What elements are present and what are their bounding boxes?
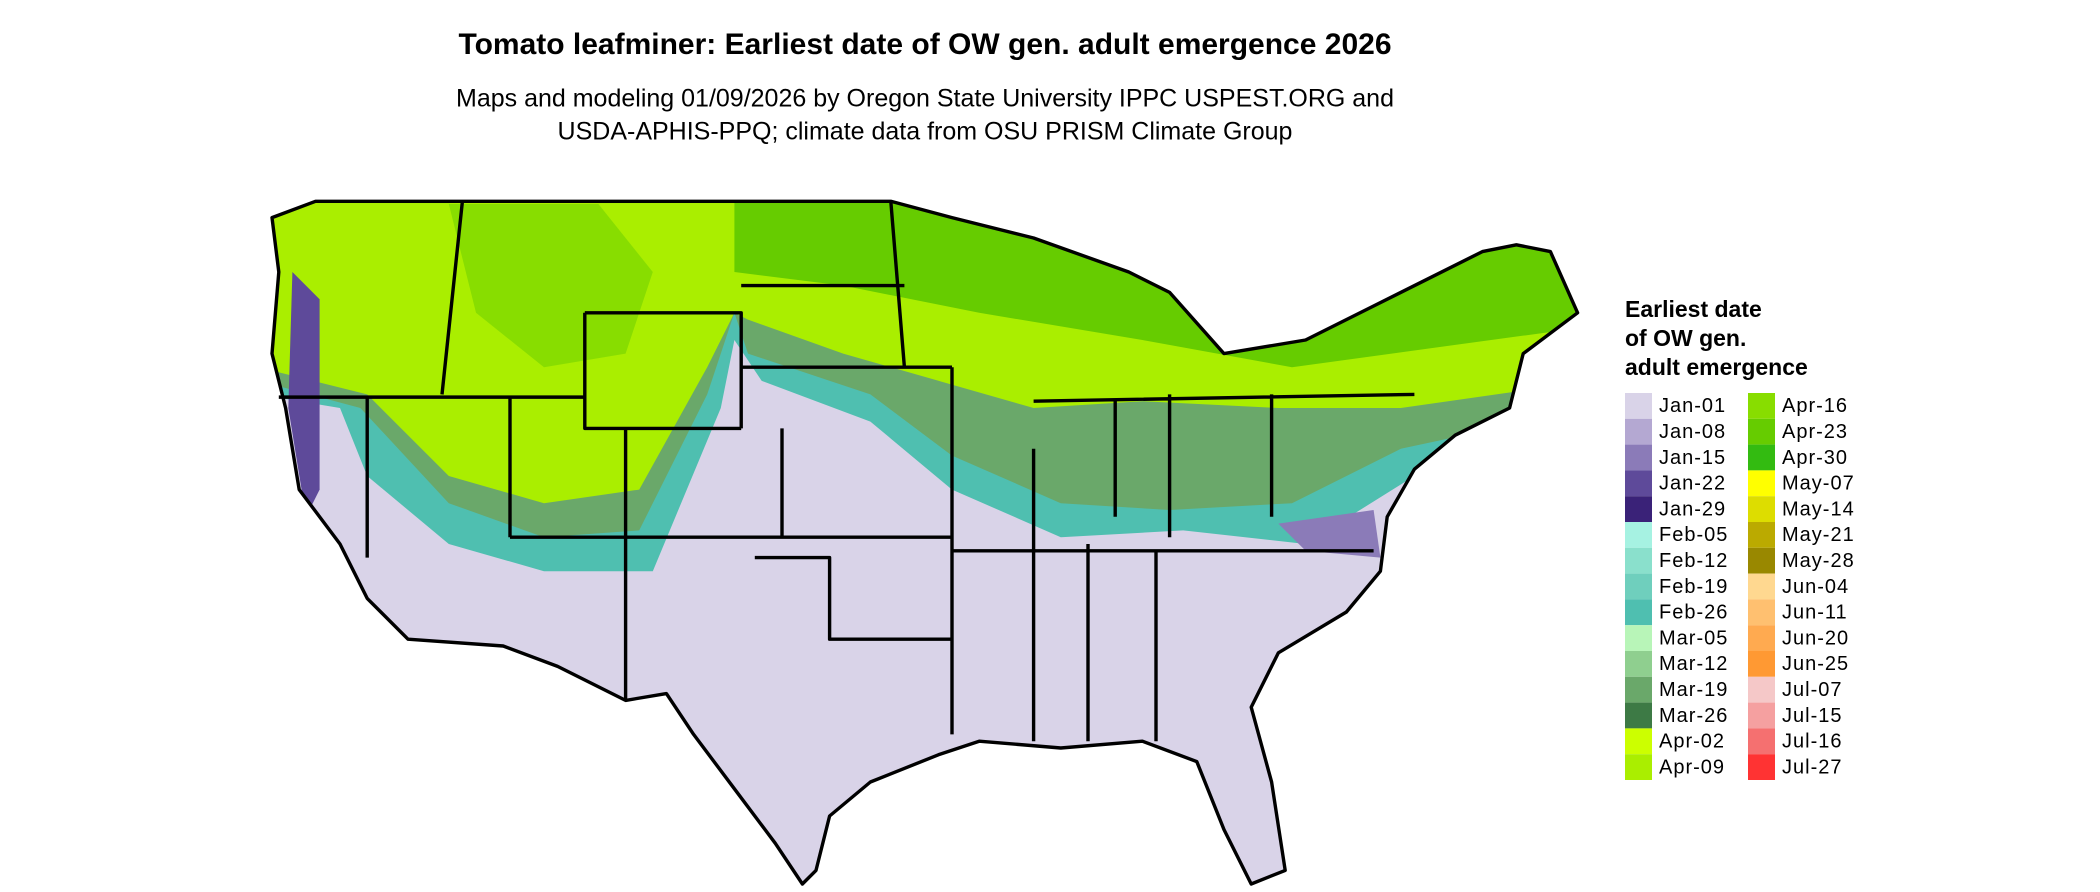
legend-label: Feb-26 [1659,602,1728,624]
legend-swatch [1748,599,1775,626]
legend-label: Jan-29 [1659,498,1726,520]
legend-label: Jan-22 [1659,473,1726,495]
legend-swatch [1748,444,1775,471]
legend-swatch [1625,651,1652,677]
legend-label: Jul-15 [1782,705,1842,727]
legend-label: Apr-23 [1782,421,1848,443]
legend-title: Earliest date [1625,296,1762,322]
legend-label: Jun-25 [1782,653,1849,675]
subtitle: USDA-APHIS-PPQ; climate data from OSU PR… [558,118,1293,146]
legend-label: Apr-30 [1782,447,1848,469]
legend-label: Apr-16 [1782,395,1848,417]
legend-label: Jan-08 [1659,421,1726,443]
legend-title: adult emergence [1625,354,1808,380]
legend-swatch [1625,573,1652,600]
legend: Jan-01 Jan-08 Jan-15 Jan-22 Jan-29 Feb-05 Feb-… [1625,393,1855,780]
legend-label: May-21 [1782,524,1855,546]
legend-swatch [1748,625,1775,651]
legend-swatch [1748,676,1775,703]
legend-label: Jun-04 [1782,576,1849,598]
legend-swatch [1625,470,1652,497]
legend-swatch [1625,444,1652,471]
legend-label: Jun-11 [1782,602,1848,624]
legend-swatch [1625,728,1652,755]
legend-swatch [1625,547,1652,574]
legend-label: Apr-02 [1659,731,1725,753]
legend-label: Jul-27 [1782,756,1842,778]
legend-swatch [1625,522,1652,548]
legend-swatch [1625,702,1652,729]
legend-label: Mar-26 [1659,705,1728,727]
legend-label: Feb-19 [1659,576,1728,598]
legend-label: Mar-19 [1659,679,1728,701]
legend-label: May-28 [1782,550,1855,572]
legend-label: Mar-05 [1659,627,1728,649]
legend-swatch [1625,418,1652,445]
legend-swatch [1625,754,1652,780]
legend-swatch [1748,496,1775,522]
map [270,199,1580,886]
legend-label: Jan-01 [1659,395,1726,417]
legend-label: May-14 [1782,498,1855,520]
legend-swatch [1748,470,1775,497]
subtitle: Maps and modeling 01/09/2026 by Oregon S… [456,85,1394,113]
legend-swatch [1748,754,1775,780]
legend-label: Feb-05 [1659,524,1728,546]
map-title: Tomato leafminer: Earliest date of OW ge… [458,28,1391,61]
legend-swatch [1748,728,1775,755]
legend-swatch [1625,496,1652,522]
legend-swatch [1625,393,1652,419]
legend-swatch [1625,625,1652,651]
legend-swatch [1748,393,1775,419]
legend-swatch [1748,702,1775,729]
legend-title: of OW gen. [1625,325,1746,351]
legend-label: Jun-20 [1782,627,1849,649]
legend-label: Mar-12 [1659,653,1728,675]
legend-swatch [1748,573,1775,600]
legend-label: Jul-07 [1782,679,1842,701]
legend-label: Feb-12 [1659,550,1728,572]
legend-swatch [1748,418,1775,445]
legend-label: May-07 [1782,473,1855,495]
legend-swatch [1625,599,1652,626]
legend-label: Jul-16 [1782,731,1842,753]
legend-swatch [1748,522,1775,548]
legend-swatch [1625,676,1652,703]
legend-label: Jan-15 [1659,447,1726,469]
legend-swatch [1748,651,1775,677]
legend-label: Apr-09 [1659,756,1725,778]
legend-swatch [1748,547,1775,574]
